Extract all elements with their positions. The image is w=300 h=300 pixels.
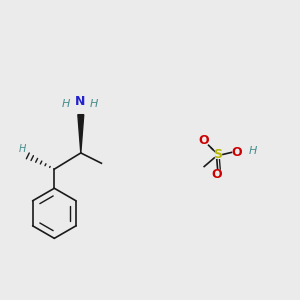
Text: H: H — [62, 99, 70, 110]
Text: N: N — [75, 95, 85, 108]
Polygon shape — [78, 115, 84, 153]
Text: H: H — [89, 99, 98, 110]
Text: H: H — [249, 146, 257, 156]
Text: H: H — [19, 143, 26, 154]
Text: O: O — [198, 134, 209, 147]
Text: O: O — [231, 146, 242, 159]
Text: O: O — [212, 168, 222, 181]
Text: S: S — [213, 148, 222, 161]
